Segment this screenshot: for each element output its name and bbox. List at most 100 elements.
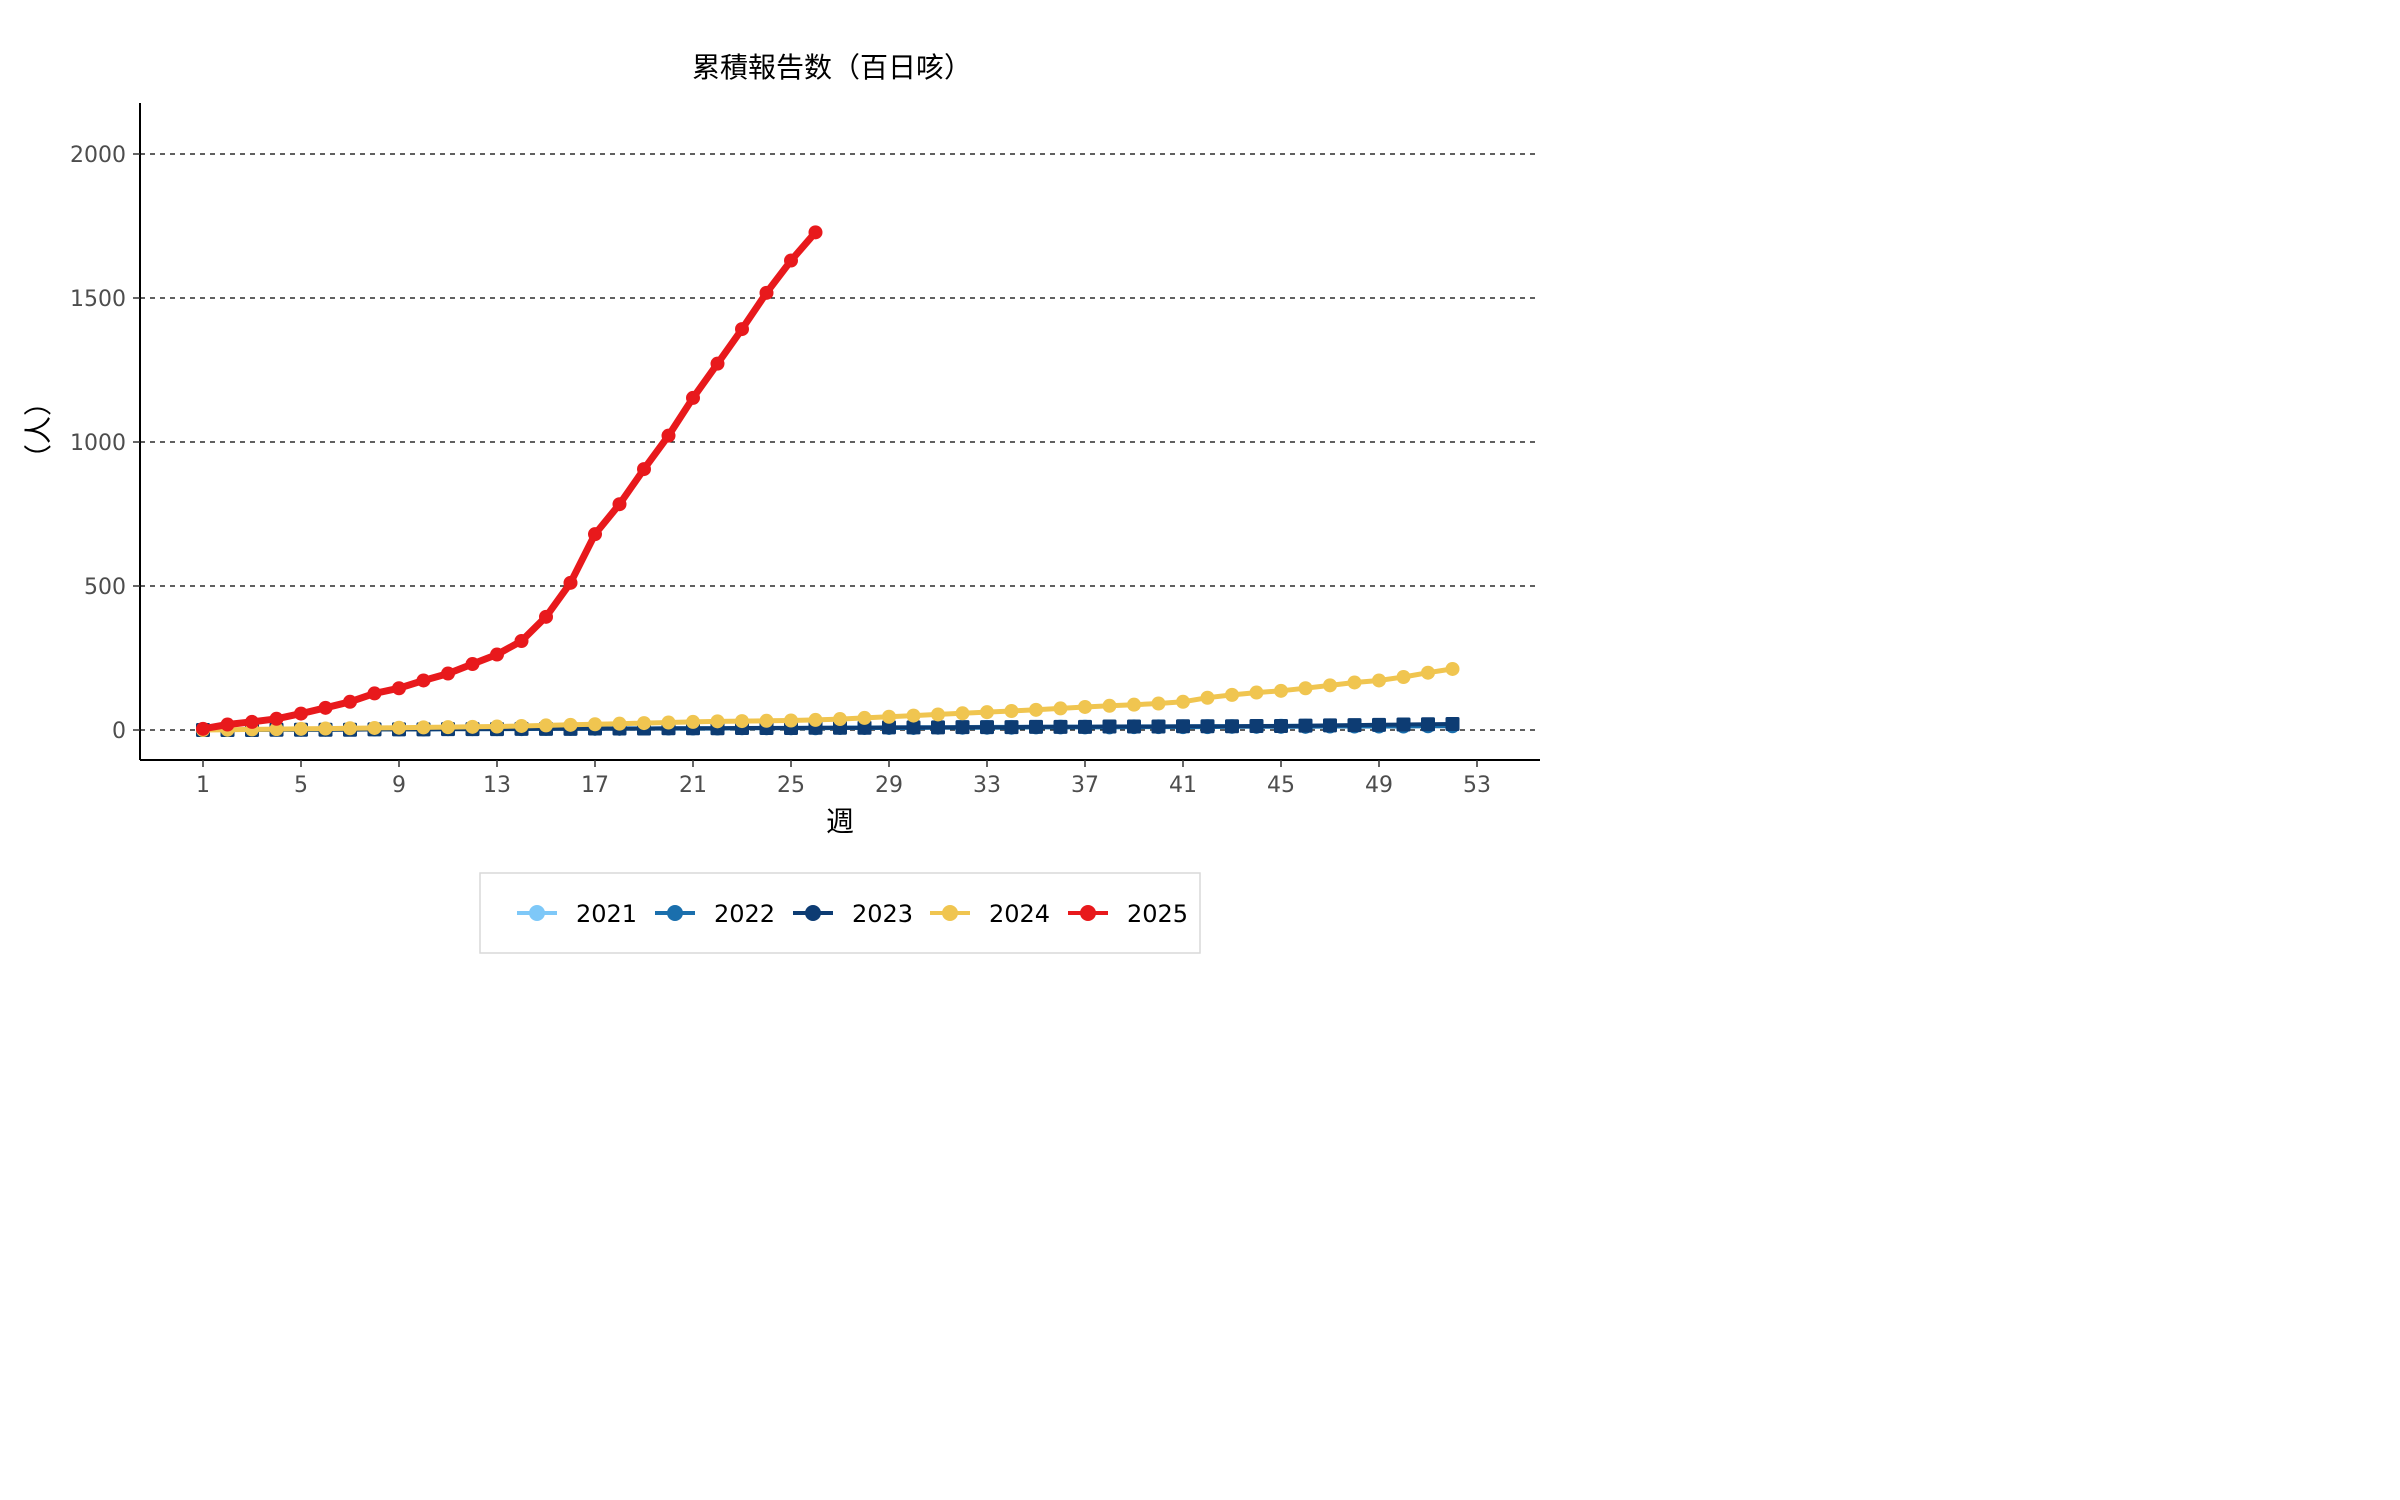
data-point-2023 [1249, 718, 1264, 733]
data-point-2024 [882, 709, 896, 724]
chart-canvas: 累積報告数（百日咳） 0 500 1000 1500 2000 1 5 9 13 17 21 25 2… [22, 51, 1540, 954]
data-point-2023 [1004, 720, 1019, 735]
legend-label: 2022 [714, 900, 775, 928]
data-point-2024 [857, 710, 872, 725]
data-point-2024 [906, 708, 921, 723]
data-point-2024 [441, 720, 455, 735]
data-point-2025 [710, 356, 725, 371]
y-axis-title: （人） [22, 388, 55, 472]
data-point-2024 [343, 721, 357, 736]
data-point-2023 [1225, 719, 1239, 734]
data-point-2023 [955, 720, 970, 735]
data-point-2023 [1323, 718, 1337, 733]
data-point-2023 [1298, 718, 1313, 733]
legend-label: 2021 [576, 900, 637, 928]
data-point-2023 [1200, 719, 1215, 734]
data-point-2025 [588, 527, 602, 542]
data-point-2023 [980, 720, 994, 735]
legend-marker [942, 905, 958, 921]
y-axis-ticks: 0 500 1000 1500 2000 [70, 143, 140, 744]
data-point-2025 [612, 497, 627, 512]
legend-marker [667, 905, 683, 921]
data-point-2023 [1421, 717, 1435, 732]
data-point-2023 [931, 720, 945, 735]
data-point-2025 [318, 700, 333, 715]
data-point-2024 [465, 719, 480, 734]
x-tick-label: 9 [392, 773, 406, 798]
data-point-2024 [1274, 683, 1288, 698]
data-point-2023 [1078, 719, 1092, 734]
data-point-2024 [1323, 678, 1337, 693]
data-point-2024 [539, 718, 553, 733]
data-point-2024 [490, 719, 504, 734]
data-point-2025 [735, 322, 749, 337]
data-point-2025 [539, 609, 553, 624]
legend-item-2022: 2022 [655, 900, 775, 928]
data-point-2024 [1200, 690, 1215, 705]
data-point-2023 [1274, 718, 1288, 733]
gridlines [140, 153, 1540, 731]
data-point-2024 [735, 714, 749, 729]
x-tick-label: 33 [973, 773, 1001, 798]
x-tick-label: 41 [1169, 773, 1197, 798]
data-point-2024 [612, 716, 627, 731]
data-point-2023 [1151, 719, 1166, 734]
data-point-2024 [1298, 681, 1313, 696]
data-point-2025 [808, 225, 823, 240]
data-point-2025 [392, 681, 406, 696]
x-tick-label: 49 [1365, 773, 1393, 798]
x-tick-label: 37 [1071, 773, 1099, 798]
series-2025 [196, 225, 823, 736]
legend-label: 2024 [989, 900, 1050, 928]
data-point-2025 [637, 462, 651, 477]
legend-items: 2021 2022 2023 2024 2025 [517, 900, 1188, 928]
y-tick-label: 0 [112, 719, 126, 744]
y-tick-label: 1500 [70, 287, 126, 312]
data-point-2024 [514, 718, 529, 733]
data-point-2023 [1347, 718, 1362, 733]
series-layer [196, 225, 1460, 737]
data-point-2024 [392, 720, 406, 735]
data-point-2024 [1249, 685, 1264, 700]
data-point-2024 [1347, 675, 1362, 690]
data-point-2023 [906, 720, 921, 735]
data-point-2024 [784, 713, 798, 728]
data-point-2024 [1176, 694, 1190, 709]
data-point-2024 [563, 717, 578, 732]
data-point-2024 [710, 714, 725, 729]
data-point-2024 [1421, 665, 1435, 680]
data-point-2025 [367, 686, 382, 701]
data-point-2024 [367, 720, 382, 735]
x-tick-label: 29 [875, 773, 903, 798]
data-point-2023 [1396, 717, 1411, 732]
y-tick-label: 1000 [70, 431, 126, 456]
data-point-2025 [416, 673, 431, 688]
x-tick-label: 25 [777, 773, 805, 798]
data-point-2025 [759, 285, 774, 300]
data-point-2025 [465, 657, 480, 672]
data-point-2024 [416, 720, 431, 735]
data-point-2024 [931, 707, 945, 722]
data-point-2025 [343, 694, 357, 709]
data-point-2024 [661, 715, 676, 730]
data-point-2025 [441, 666, 455, 681]
data-point-2024 [1102, 698, 1117, 713]
data-point-2025 [294, 706, 308, 721]
data-point-2024 [269, 722, 284, 737]
series-line-2025 [199, 228, 819, 733]
data-point-2024 [294, 721, 308, 736]
data-point-2024 [1078, 699, 1092, 714]
data-point-2023 [1372, 717, 1386, 732]
series-line-2024 [200, 666, 1455, 733]
data-point-2023 [1053, 719, 1068, 734]
data-point-2025 [514, 634, 529, 649]
x-tick-label: 53 [1463, 773, 1491, 798]
data-point-2024 [833, 712, 847, 727]
x-axis-ticks: 1 5 9 13 17 21 25 29 33 37 41 45 49 53 [196, 760, 1491, 798]
data-point-2024 [1372, 673, 1386, 688]
data-point-2024 [1445, 661, 1460, 676]
data-point-2024 [1029, 702, 1043, 717]
legend-item-2021: 2021 [517, 900, 637, 928]
x-tick-label: 17 [581, 773, 609, 798]
data-point-2025 [269, 711, 284, 726]
